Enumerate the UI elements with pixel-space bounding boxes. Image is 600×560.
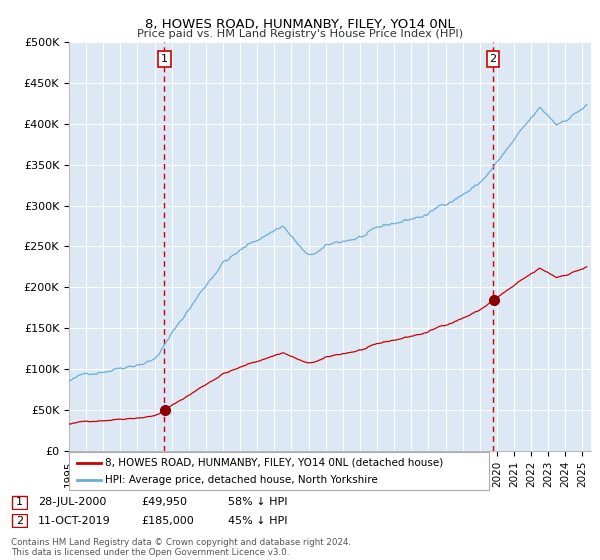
Text: 2: 2 [490, 54, 497, 64]
Text: HPI: Average price, detached house, North Yorkshire: HPI: Average price, detached house, Nort… [104, 475, 377, 486]
Text: 11-OCT-2019: 11-OCT-2019 [38, 516, 110, 526]
Text: 58% ↓ HPI: 58% ↓ HPI [228, 497, 287, 507]
Text: 8, HOWES ROAD, HUNMANBY, FILEY, YO14 0NL: 8, HOWES ROAD, HUNMANBY, FILEY, YO14 0NL [145, 18, 455, 31]
Text: 1: 1 [161, 54, 168, 64]
Text: 2: 2 [16, 516, 23, 526]
Text: 8, HOWES ROAD, HUNMANBY, FILEY, YO14 0NL (detached house): 8, HOWES ROAD, HUNMANBY, FILEY, YO14 0NL… [104, 458, 443, 468]
Text: £49,950: £49,950 [141, 497, 187, 507]
Text: Contains HM Land Registry data © Crown copyright and database right 2024.
This d: Contains HM Land Registry data © Crown c… [11, 538, 351, 557]
Text: £185,000: £185,000 [141, 516, 194, 526]
Text: 1: 1 [16, 497, 23, 507]
Text: Price paid vs. HM Land Registry's House Price Index (HPI): Price paid vs. HM Land Registry's House … [137, 29, 463, 39]
Text: 28-JUL-2000: 28-JUL-2000 [38, 497, 106, 507]
Text: 45% ↓ HPI: 45% ↓ HPI [228, 516, 287, 526]
